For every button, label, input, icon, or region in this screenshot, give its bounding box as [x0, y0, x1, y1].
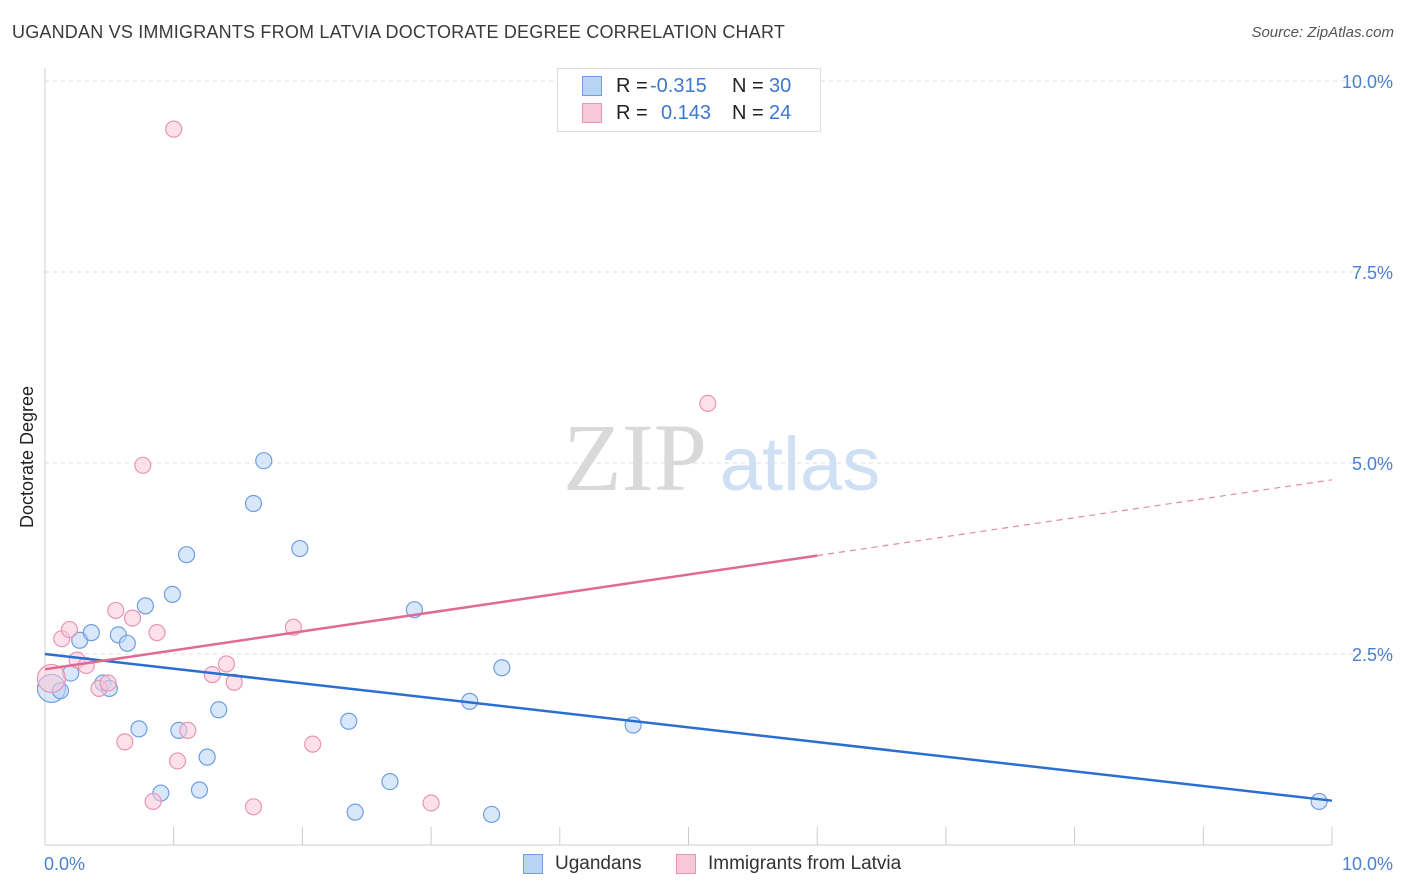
- ugandans-point: [482, 805, 501, 824]
- ugandans-point: [177, 546, 196, 564]
- latvia-point: [144, 792, 162, 811]
- ugandans-legend-swatch: [523, 854, 543, 874]
- chart-source: Source: ZipAtlas.com: [1251, 24, 1394, 41]
- ugandans-point: [493, 659, 511, 677]
- ugandans-swatch: [582, 76, 602, 96]
- watermark-atlas: atlas: [720, 422, 881, 507]
- latvia-point: [123, 609, 142, 627]
- latvia-point: [134, 456, 152, 474]
- ugandans-point: [118, 634, 136, 652]
- n-value: 24: [769, 101, 792, 124]
- latvia-point: [148, 624, 166, 642]
- latvia-trendline: [44, 554, 818, 671]
- y-tick-label: 7.5%: [1352, 263, 1393, 283]
- ugandans-point: [130, 720, 148, 738]
- latvia-point: [168, 752, 187, 770]
- ugandans-point: [82, 624, 100, 642]
- latvia-swatch: [582, 103, 602, 123]
- ugandans-point: [255, 452, 273, 470]
- latvia-point: [422, 794, 440, 812]
- r-value: 0.143: [661, 101, 712, 124]
- ugandans-point: [244, 494, 263, 513]
- latvia-point: [225, 673, 243, 691]
- latvia-point: [217, 655, 236, 673]
- latvia-point: [99, 674, 117, 692]
- legend-label-latvia: Immigrants from Latvia: [708, 853, 902, 874]
- r-label: R =: [616, 74, 648, 97]
- latvia-point: [36, 663, 67, 694]
- x-tick-label: 0.0%: [44, 854, 85, 874]
- ugandans-point: [163, 585, 182, 604]
- ugandans-point: [381, 772, 399, 791]
- ugandans-point: [190, 781, 209, 799]
- latvia-point: [304, 735, 322, 753]
- ugandans-trendline: [44, 652, 1333, 802]
- ugandans-point: [136, 597, 154, 615]
- latvia-point: [699, 394, 717, 413]
- r-value: -0.315: [650, 74, 707, 97]
- n-label: N =: [732, 74, 764, 97]
- watermark-zip: ZIP: [563, 404, 707, 511]
- latvia-legend-swatch: [676, 854, 696, 874]
- legend-item-ugandans: Ugandans: [523, 850, 642, 878]
- ugandans-point: [210, 701, 228, 719]
- x-tick-label: 10.0%: [1342, 854, 1393, 874]
- correlation-legend: R = -0.315 N = 30 R = 0.143 N = 24: [557, 68, 821, 132]
- y-tick-label: 10.0%: [1342, 72, 1393, 92]
- y-tick-label: 2.5%: [1352, 645, 1393, 665]
- ugandans-point: [1310, 792, 1328, 811]
- latvia-point: [116, 733, 134, 751]
- latvia-point: [179, 721, 197, 740]
- r-label: R =: [616, 101, 648, 124]
- latvia-point: [60, 620, 79, 639]
- latvia-point: [244, 798, 263, 816]
- legend-label-ugandans: Ugandans: [555, 853, 642, 874]
- n-value: 30: [769, 74, 792, 97]
- n-label: N =: [732, 101, 764, 124]
- ugandans-point: [346, 803, 364, 821]
- y-tick-label: 5.0%: [1352, 454, 1393, 474]
- latvia-trendline-extension: [817, 479, 1333, 557]
- latvia-point: [165, 120, 183, 138]
- latvia-point: [107, 601, 125, 620]
- chart-title: UGANDAN VS IMMIGRANTS FROM LATVIA DOCTOR…: [12, 22, 786, 42]
- ugandans-point: [340, 712, 358, 730]
- legend-item-latvia: Immigrants from Latvia: [676, 850, 901, 878]
- y-axis-label: Doctorate Degree: [17, 386, 37, 528]
- ugandans-point: [198, 748, 216, 766]
- ugandans-point: [291, 539, 309, 558]
- series-legend: Ugandans Immigrants from Latvia: [0, 850, 1406, 880]
